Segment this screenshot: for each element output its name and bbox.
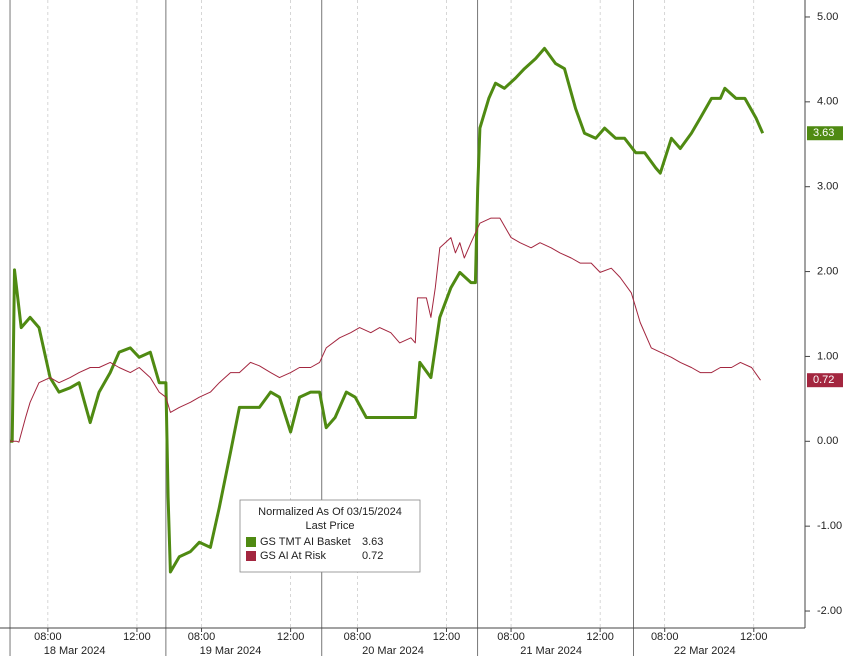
day-label: 19 Mar 2024 bbox=[200, 645, 262, 656]
legend-items: GS TMT AI Basket 3.63 GS AI At Risk 0.72 bbox=[246, 536, 383, 562]
axis-layer: 5.00 4.00 3.00 2.00 1.00 0.00 -1.00 -2.00 08:00 1… bbox=[34, 11, 843, 657]
day-label: 20 Mar 2024 bbox=[362, 645, 424, 656]
y-tick-label: 3.00 bbox=[817, 181, 838, 193]
legend: Normalized As Of 03/15/2024 Last Price G… bbox=[239, 499, 421, 573]
legend-label: GS TMT AI Basket bbox=[260, 536, 351, 548]
x-tick-label: 12:00 bbox=[277, 631, 305, 643]
y-tick-label: 1.00 bbox=[817, 350, 838, 362]
x-tick-label: 08:00 bbox=[497, 631, 525, 643]
line-layer bbox=[10, 46, 765, 574]
x-tick-label: 08:00 bbox=[188, 631, 216, 643]
x-tick-label: 12:00 bbox=[123, 631, 151, 643]
day-label: 18 Mar 2024 bbox=[44, 645, 106, 656]
legend-title: Normalized As Of 03/15/2024 bbox=[258, 506, 402, 518]
y-tick-label: -1.00 bbox=[817, 520, 842, 532]
last-value-tag bbox=[807, 126, 843, 141]
x-tick-label: 08:00 bbox=[344, 631, 372, 643]
legend-value: 0.72 bbox=[362, 550, 383, 562]
series-line bbox=[10, 46, 765, 574]
last-value-tag bbox=[807, 373, 843, 388]
series-line bbox=[10, 217, 761, 443]
y-tick-label: 5.00 bbox=[817, 11, 838, 23]
last-value-label: 3.63 bbox=[813, 127, 834, 139]
legend-swatch bbox=[246, 551, 256, 561]
legend-value: 3.63 bbox=[362, 536, 383, 548]
y-tick-label: 0.00 bbox=[817, 435, 838, 447]
last-value-label: 0.72 bbox=[813, 374, 834, 386]
x-tick-label: 12:00 bbox=[433, 631, 461, 643]
x-tick-label: 08:00 bbox=[34, 631, 62, 643]
grid-layer bbox=[9, 0, 755, 656]
y-tick-label: -2.00 bbox=[817, 605, 842, 617]
legend-swatch bbox=[246, 537, 256, 547]
x-tick-label: 12:00 bbox=[586, 631, 614, 643]
legend-label: GS AI At Risk bbox=[260, 550, 327, 562]
day-label: 22 Mar 2024 bbox=[674, 645, 736, 656]
x-tick-label: 12:00 bbox=[740, 631, 768, 643]
x-tick-label: 08:00 bbox=[651, 631, 679, 643]
y-tick-label: 4.00 bbox=[817, 96, 838, 108]
y-tick-label: 2.00 bbox=[817, 265, 838, 277]
day-label: 21 Mar 2024 bbox=[520, 645, 582, 656]
legend-box bbox=[239, 499, 421, 573]
legend-subtitle: Last Price bbox=[306, 520, 355, 532]
